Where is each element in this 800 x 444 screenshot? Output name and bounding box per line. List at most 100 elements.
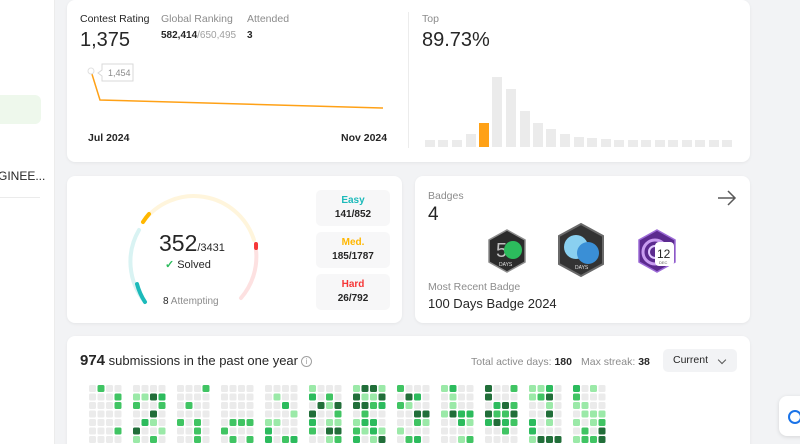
heatmap-cell bbox=[326, 410, 333, 418]
heatmap-cell bbox=[97, 393, 105, 401]
heatmap-cell bbox=[378, 436, 386, 443]
heatmap-cell bbox=[529, 427, 536, 435]
heatmap-cell bbox=[273, 427, 281, 435]
heatmap-cell bbox=[282, 436, 289, 443]
heatmap-cell bbox=[221, 402, 228, 409]
heatmap-cell bbox=[353, 402, 360, 409]
heatmap-cell bbox=[485, 402, 492, 409]
heatmap-cell bbox=[158, 427, 166, 435]
heatmap-cell bbox=[221, 427, 228, 435]
histogram-bar bbox=[546, 129, 556, 147]
december-badge-icon[interactable]: 12 DEC bbox=[635, 228, 679, 274]
heatmap-cell bbox=[422, 419, 430, 426]
heatmap-cell bbox=[537, 385, 545, 392]
heatmap-cell bbox=[246, 427, 254, 435]
heatmap-cell bbox=[397, 402, 404, 409]
heatmap-cell bbox=[334, 436, 342, 443]
heatmap-cell bbox=[141, 410, 149, 418]
heatmap-cell bbox=[89, 393, 96, 401]
hard-track bbox=[239, 248, 259, 300]
submission-heatmap[interactable] bbox=[89, 385, 729, 444]
arrow-right-icon[interactable] bbox=[717, 190, 737, 206]
heatmap-cell bbox=[185, 427, 193, 435]
heatmap-cell bbox=[529, 410, 536, 418]
histogram-bar-current bbox=[479, 123, 489, 147]
histogram-bar bbox=[520, 111, 530, 147]
heatmap-cell bbox=[114, 393, 122, 401]
heatmap-cell bbox=[290, 410, 298, 418]
chat-icon[interactable] bbox=[779, 396, 800, 436]
heatmap-cell bbox=[422, 410, 430, 418]
heatmap-cell bbox=[141, 393, 149, 401]
heatmap-cell bbox=[449, 393, 457, 401]
heatmap-cell bbox=[573, 436, 580, 443]
easy-stat[interactable]: Easy 141/852 bbox=[316, 190, 390, 226]
heatmap-cell bbox=[441, 410, 448, 418]
heatmap-cell bbox=[414, 393, 421, 401]
top-label: Top bbox=[422, 13, 439, 25]
heatmap-cell bbox=[493, 436, 501, 443]
heatmap-cell bbox=[158, 436, 166, 443]
heatmap-cell bbox=[554, 402, 562, 409]
heatmap-cell bbox=[361, 402, 369, 409]
heatmap-cell bbox=[397, 410, 404, 418]
heatmap-cell bbox=[133, 402, 140, 409]
heatmap-cell bbox=[309, 402, 316, 409]
sidebar: GINEE... bbox=[0, 0, 55, 444]
heatmap-cell bbox=[573, 427, 580, 435]
heatmap-cell bbox=[598, 393, 606, 401]
heatmap-cell bbox=[370, 402, 377, 409]
heatmap-cell bbox=[202, 419, 210, 426]
heatmap-cell bbox=[282, 393, 289, 401]
heatmap-cell bbox=[370, 419, 377, 426]
heatmap-cell bbox=[158, 419, 166, 426]
contest-rating-label: Contest Rating bbox=[80, 13, 150, 25]
heatmap-cell bbox=[458, 385, 465, 392]
heatmap-cell bbox=[405, 410, 413, 418]
heatmap-cell bbox=[282, 419, 289, 426]
info-icon[interactable]: i bbox=[300, 356, 312, 367]
heatmap-cell bbox=[353, 427, 360, 435]
heatmap-cell bbox=[89, 402, 96, 409]
sidebar-active-item[interactable] bbox=[0, 95, 41, 124]
rating-line-chart[interactable]: 1,454 bbox=[67, 0, 408, 162]
heatmap-cell bbox=[458, 436, 465, 443]
heatmap-cell bbox=[202, 410, 210, 418]
heatmap-cell bbox=[378, 419, 386, 426]
heatmap-cell bbox=[273, 436, 281, 443]
heatmap-cell bbox=[106, 402, 113, 409]
heatmap-cell bbox=[97, 419, 105, 426]
heatmap-cell bbox=[334, 402, 342, 409]
heatmap-cell bbox=[265, 393, 272, 401]
heatmap-cell bbox=[185, 410, 193, 418]
solved-progress-ring[interactable] bbox=[127, 192, 267, 312]
sidebar-divider bbox=[0, 197, 40, 198]
easy-progress bbox=[135, 282, 147, 304]
heatmap-cell bbox=[150, 385, 157, 392]
hard-stat[interactable]: Hard 26/792 bbox=[316, 274, 390, 310]
medium-stat[interactable]: Med. 185/1787 bbox=[316, 232, 390, 268]
histogram-bar bbox=[574, 137, 584, 147]
50-days-badge-icon[interactable]: 5 DAYS bbox=[485, 228, 529, 274]
year-select-dropdown[interactable]: Current bbox=[663, 349, 737, 372]
histogram-bar bbox=[506, 89, 516, 147]
attended-label: Attended bbox=[247, 13, 290, 25]
heatmap-cell bbox=[238, 419, 245, 426]
heatmap-cell bbox=[397, 436, 404, 443]
medium-label: Med. bbox=[341, 237, 365, 248]
svg-text:DEC: DEC bbox=[659, 260, 668, 265]
histogram-bar bbox=[722, 140, 732, 147]
heatmap-cell bbox=[598, 427, 606, 435]
heatmap-cell bbox=[106, 410, 113, 418]
histogram-bar bbox=[601, 139, 611, 147]
heatmap-cell bbox=[361, 436, 369, 443]
heatmap-cell bbox=[422, 385, 430, 392]
heatmap-cell bbox=[194, 436, 201, 443]
heatmap-cell bbox=[441, 427, 448, 435]
heatmap-cell bbox=[502, 436, 509, 443]
ranking-histogram[interactable] bbox=[425, 70, 735, 150]
100-days-badge-icon[interactable]: DAYS bbox=[555, 222, 607, 278]
heatmap-cell bbox=[510, 385, 518, 392]
heatmap-cell bbox=[397, 427, 404, 435]
heatmap-cell bbox=[290, 402, 298, 409]
